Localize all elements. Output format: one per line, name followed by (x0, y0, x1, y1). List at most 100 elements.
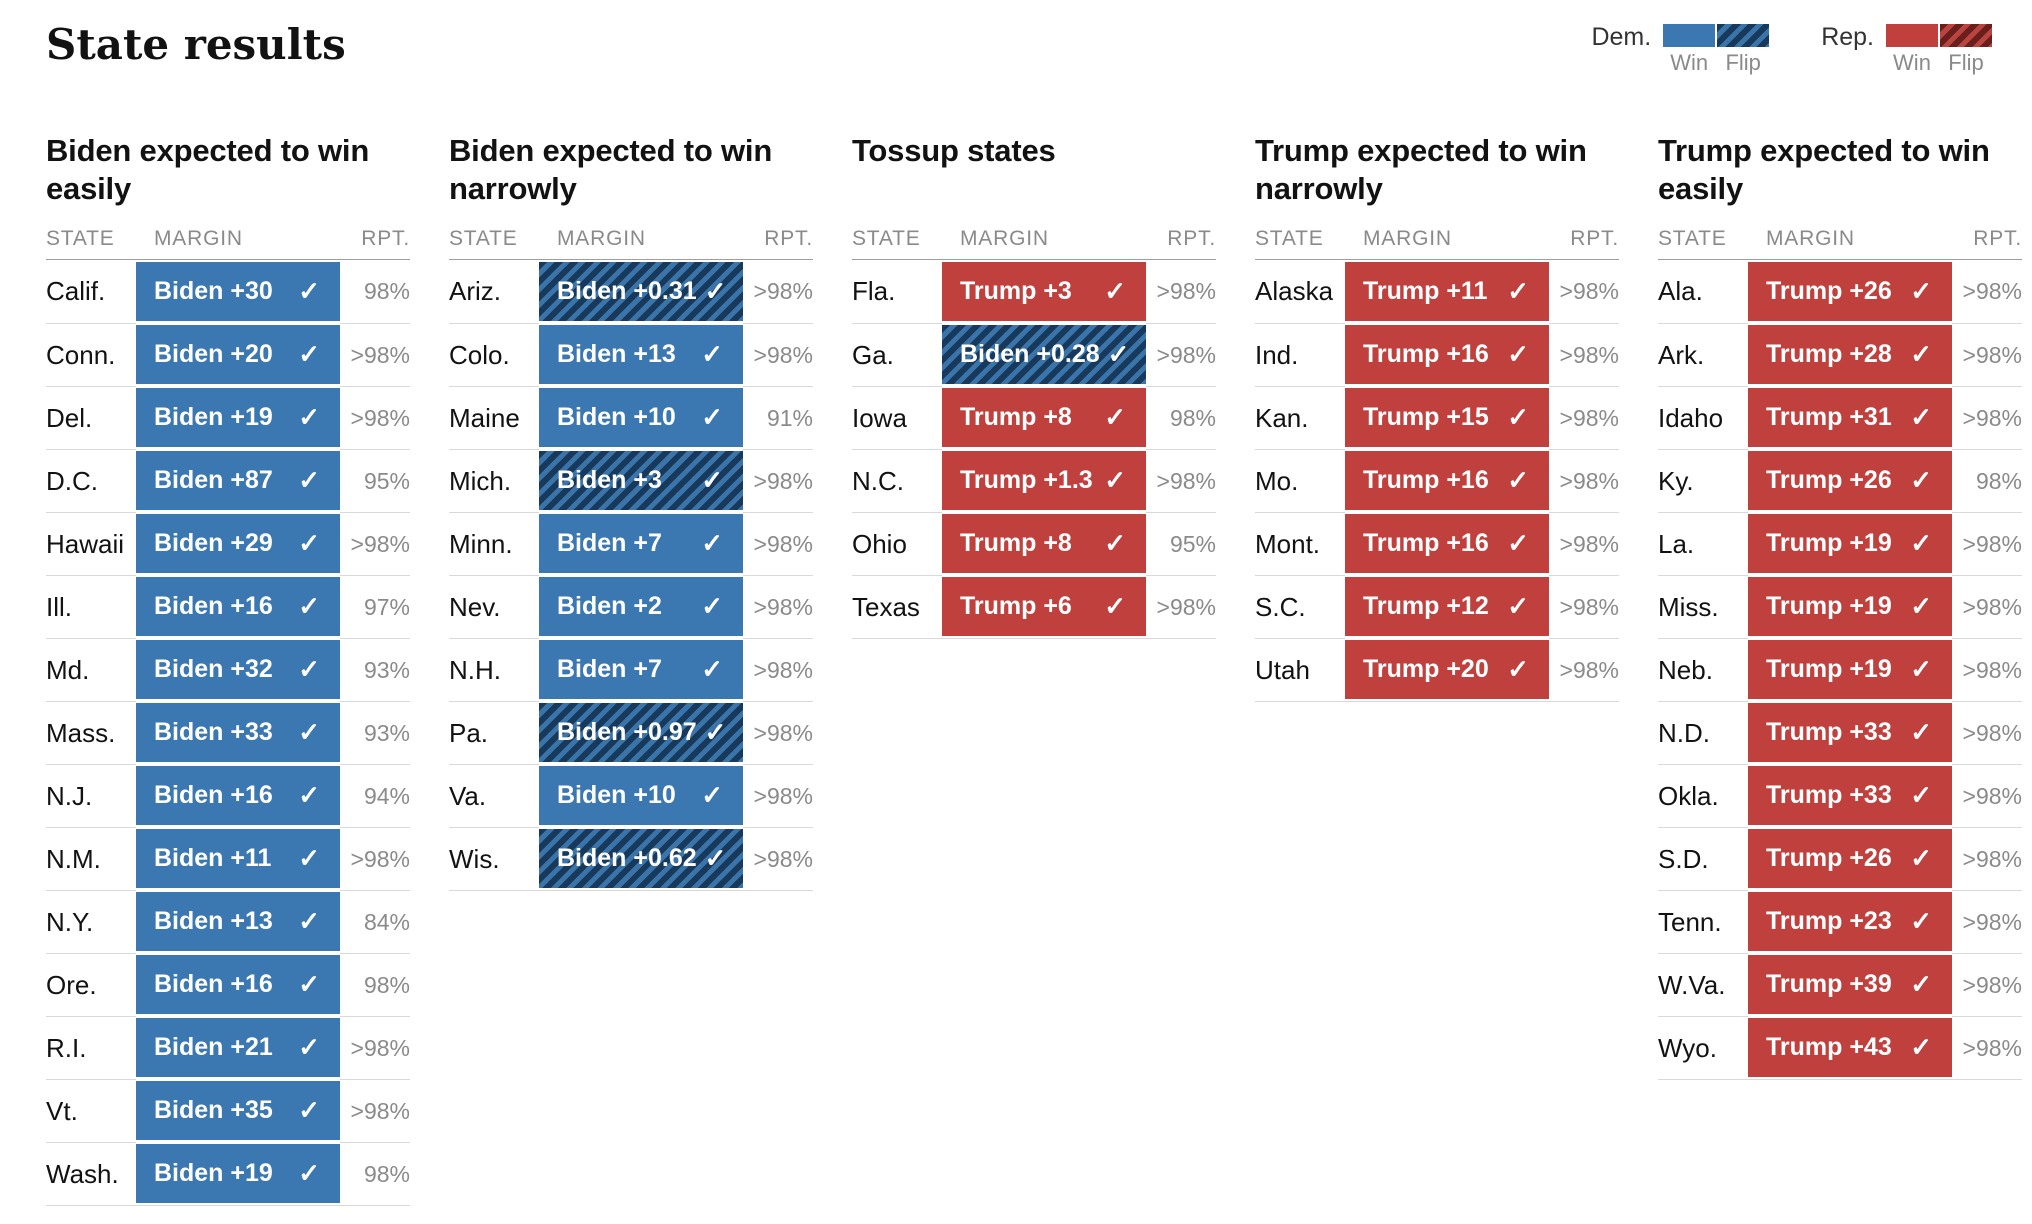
legend-dem-label: Dem. (1591, 23, 1652, 51)
rep-win-caption: Win (1893, 50, 1931, 75)
rpt-value: 98% (363, 278, 410, 304)
state-label: Colo. (449, 323, 539, 386)
margin-bar-dem-win: Biden +13 ✓ (136, 892, 340, 951)
margin-bar-rep-win: Trump +20 ✓ (1345, 640, 1549, 699)
margin-bar-dem-win: Biden +21 ✓ (136, 1018, 340, 1077)
state-label: Va. (449, 764, 539, 827)
margin-value: Biden +16 (154, 592, 273, 620)
state-label: N.J. (46, 764, 136, 827)
page-title: State results (46, 20, 346, 69)
rpt-value: 98% (340, 1142, 410, 1205)
table-body: Calif. Biden +30 ✓ 98% Conn. Biden +20 ✓ >98% De… (46, 260, 410, 1206)
margin-bar-cell: Biden +2 ✓ (539, 575, 743, 638)
margin-value: Trump +31 (1766, 403, 1892, 431)
table-row: La. Trump +19 ✓ >98% (1658, 512, 2022, 575)
table-row: Okla. Trump +33 ✓ >98% (1658, 764, 2022, 827)
rpt-value: 94% (340, 764, 410, 827)
margin-value: Trump +19 (1766, 592, 1892, 620)
margin-bar-rep-win: Trump +19 ✓ (1748, 514, 1952, 573)
margin-bar-cell: Biden +19 ✓ (136, 1142, 340, 1205)
rpt-value: >98% (1952, 701, 2022, 764)
state-group: Biden expected to win narrowly STATE MAR… (449, 132, 813, 1206)
margin-bar-rep-win: Trump +33 ✓ (1748, 703, 1952, 762)
state-label: Maine (449, 386, 539, 449)
check-icon: ✓ (1507, 528, 1529, 558)
check-icon: ✓ (1104, 465, 1126, 495)
state-label: Texas (852, 575, 942, 638)
table-row: Idaho Trump +31 ✓ >98% (1658, 386, 2022, 449)
margin-value: Trump +16 (1363, 529, 1489, 557)
margin-bar-dem-win: Biden +33 ✓ (136, 703, 340, 762)
check-icon: ✓ (1910, 402, 1932, 432)
margin-bar-dem-win: Biden +35 ✓ (136, 1081, 340, 1140)
check-icon: ✓ (298, 402, 320, 432)
margin-value: Biden +3 (557, 466, 662, 494)
rpt-value: >98% (1549, 512, 1619, 575)
table-row: N.H. Biden +7 ✓ >98% (449, 638, 813, 701)
check-icon: ✓ (1910, 276, 1932, 306)
table-row: Ark. Trump +28 ✓ >98% (1658, 323, 2022, 386)
legend-dem-group: Dem. Win Flip (1591, 23, 1770, 74)
table-row: Texas Trump +6 ✓ >98% (852, 575, 1216, 638)
margin-bar-dem-win: Biden +7 ✓ (539, 640, 743, 699)
margin-value: Biden +0.97 (557, 718, 697, 746)
rpt-value: >98% (1549, 323, 1619, 386)
col-header-state: STATE (1255, 227, 1324, 250)
table-row: Mo. Trump +16 ✓ >98% (1255, 449, 1619, 512)
margin-bar-cell: Biden +20 ✓ (136, 323, 340, 386)
table-row: N.D. Trump +33 ✓ >98% (1658, 701, 2022, 764)
margin-value: Trump +19 (1766, 529, 1892, 557)
margin-bar-dem-win: Biden +16 ✓ (136, 766, 340, 825)
table-row: Mich. Biden +3 ✓ >98% (449, 449, 813, 512)
margin-value: Biden +21 (154, 1033, 273, 1061)
margin-bar-cell: Biden +7 ✓ (539, 638, 743, 701)
margin-value: Trump +15 (1363, 403, 1489, 431)
state-label: Alaska (1255, 276, 1334, 306)
state-label: Idaho (1658, 386, 1748, 449)
table-row: Miss. Trump +19 ✓ >98% (1658, 575, 2022, 638)
check-icon: ✓ (1910, 717, 1932, 747)
margin-value: Biden +87 (154, 466, 273, 494)
margin-bar-rep-win: Trump +26 ✓ (1748, 262, 1952, 321)
state-label: Ark. (1658, 323, 1748, 386)
state-label: Mich. (449, 449, 539, 512)
rpt-value: >98% (743, 449, 813, 512)
state-label: Conn. (46, 323, 136, 386)
table-row: Iowa Trump +8 ✓ 98% (852, 386, 1216, 449)
margin-bar-dem-flip: Biden +0.31 ✓ (539, 262, 743, 321)
rpt-value: >98% (1952, 890, 2022, 953)
margin-bar-cell: Biden +0.62 ✓ (539, 827, 743, 890)
check-icon: ✓ (704, 843, 727, 873)
check-icon: ✓ (1107, 339, 1130, 369)
table-row: Utah Trump +20 ✓ >98% (1255, 638, 1619, 701)
margin-bar-cell: Biden +3 ✓ (539, 449, 743, 512)
check-icon: ✓ (298, 843, 320, 873)
margin-bar-rep-win: Trump +11 ✓ (1345, 262, 1549, 321)
margin-bar-dem-win: Biden +16 ✓ (136, 955, 340, 1014)
margin-value: Biden +13 (557, 340, 676, 368)
table-row: Wis. Biden +0.62 ✓ >98% (449, 827, 813, 890)
rpt-value: >98% (1549, 449, 1619, 512)
legend-rep-label: Rep. (1821, 23, 1874, 51)
margin-value: Biden +29 (154, 529, 273, 557)
check-icon: ✓ (1910, 906, 1932, 936)
margin-bar-cell: Trump +31 ✓ (1748, 386, 1952, 449)
rpt-value: >98% (340, 1079, 410, 1142)
margin-value: Trump +16 (1363, 340, 1489, 368)
table-row: S.C. Trump +12 ✓ >98% (1255, 575, 1619, 638)
margin-bar-cell: Trump +15 ✓ (1345, 386, 1549, 449)
rpt-value: >98% (340, 323, 410, 386)
margin-value: Trump +20 (1363, 655, 1489, 683)
margin-bar-cell: Trump +1.3 ✓ (942, 449, 1146, 512)
rpt-value: >98% (1952, 1016, 2022, 1079)
check-icon: ✓ (1507, 591, 1529, 621)
margin-bar-cell: Biden +0.31 ✓ (539, 260, 743, 323)
state-label: Del. (46, 386, 136, 449)
table-row: D.C. Biden +87 ✓ 95% (46, 449, 410, 512)
state-label: Calif. (46, 276, 106, 306)
margin-bar-cell: Biden +0.97 ✓ (539, 701, 743, 764)
table-row: Mass. Biden +33 ✓ 93% (46, 701, 410, 764)
check-icon: ✓ (1910, 465, 1932, 495)
state-group: Trump expected to win easily STATE MARGI… (1658, 132, 2022, 1206)
check-icon: ✓ (701, 591, 723, 621)
